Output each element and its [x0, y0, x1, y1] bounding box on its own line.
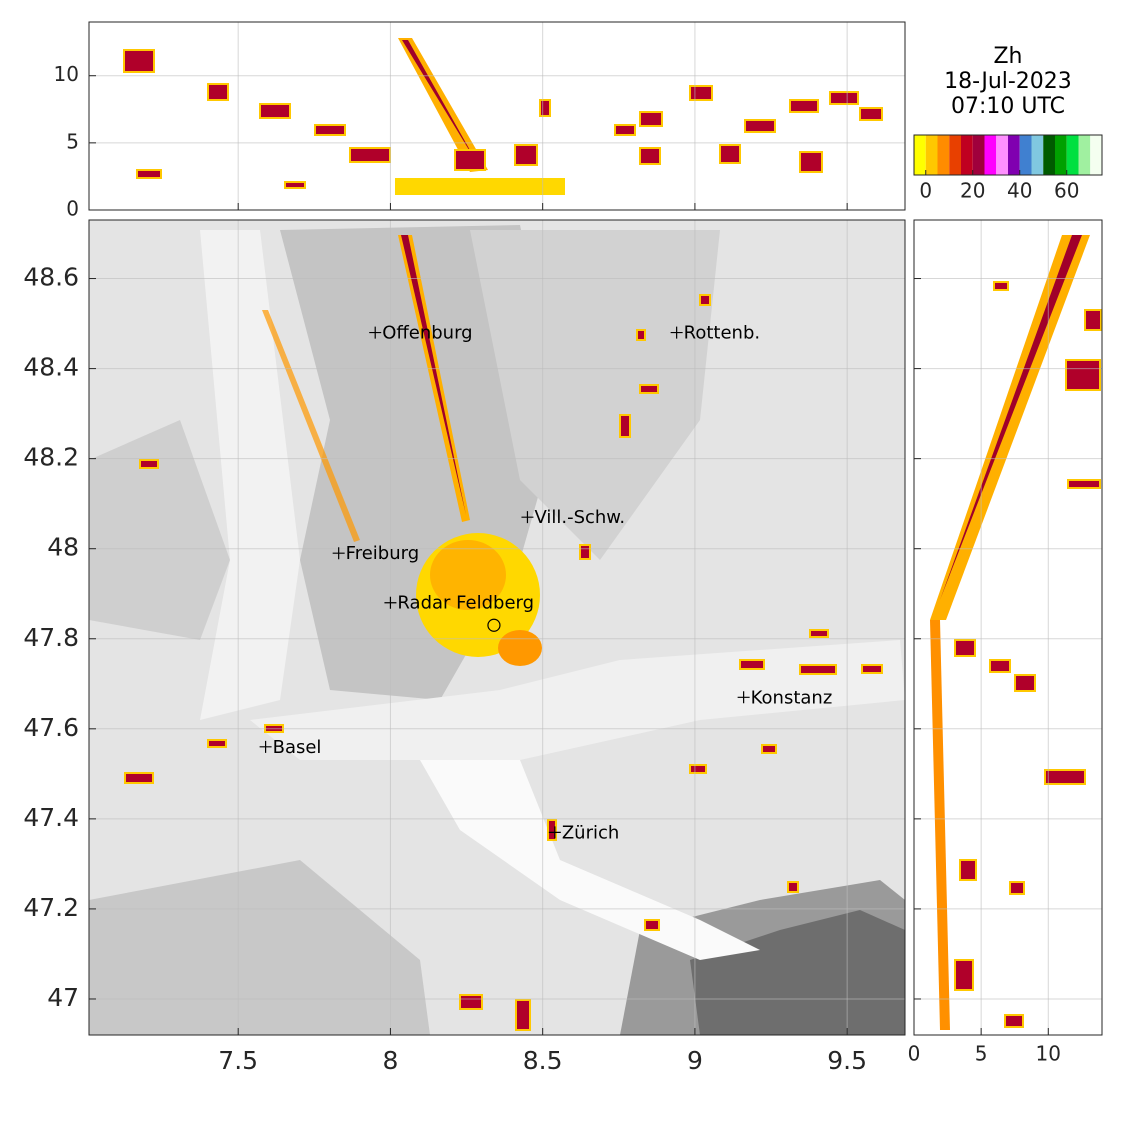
axes-frame	[88, 21, 906, 211]
panel-title: 07:10 UTC	[951, 94, 1065, 119]
y-tick-label: 47.6	[23, 713, 79, 742]
x-tick-label: 9.5	[827, 1046, 867, 1075]
city-label: Offenburg	[382, 323, 472, 344]
y-tick-label: 10	[54, 62, 79, 86]
y-tick-label: 48.4	[23, 353, 79, 382]
echo	[123, 38, 883, 195]
x-tick-label: 5	[975, 1042, 988, 1066]
colorbar-cell	[1031, 135, 1044, 175]
x-tick-label: 0	[908, 1042, 921, 1066]
city-label: Freiburg	[346, 543, 419, 564]
city-marker	[332, 547, 345, 560]
city-marker	[737, 691, 750, 704]
colorbar-cell	[937, 135, 950, 175]
colorbar-cell	[949, 135, 961, 175]
city-marker	[384, 596, 397, 609]
city-label: Vill.-Schw.	[534, 507, 625, 528]
colorbar-cell	[984, 135, 997, 175]
city-label: Radar Feldberg	[397, 593, 534, 614]
y-tick-label: 48.2	[23, 443, 79, 472]
city-marker	[670, 326, 683, 339]
panel-title: 18-Jul-2023	[944, 69, 1072, 94]
colorbar-cell	[961, 135, 973, 175]
x-tick-label: 7.5	[218, 1046, 258, 1075]
city-marker	[548, 826, 561, 839]
colorbar-tick-label: 0	[919, 179, 932, 203]
colorbar-cell	[1090, 135, 1102, 175]
colorbar-tick-label: 40	[1007, 179, 1032, 203]
city-label: Konstanz	[751, 687, 833, 708]
city-marker	[521, 511, 534, 524]
echo	[930, 235, 1102, 1030]
colorbar-cell	[1019, 135, 1032, 175]
panel-title: Zh	[993, 44, 1022, 69]
y-tick-label: 48	[47, 533, 79, 562]
y-tick-label: 47.4	[23, 803, 79, 832]
x-tick-label: 9	[687, 1046, 703, 1075]
y-tick-label: 0	[66, 197, 79, 221]
city-label: Rottenb.	[684, 323, 760, 344]
colorbar-frame	[913, 134, 1103, 176]
x-tick-label: 10	[1036, 1042, 1061, 1066]
colorbar-cell	[1066, 135, 1079, 175]
colorbar-cell	[996, 135, 1008, 175]
city-marker	[259, 740, 272, 753]
axes-frame	[88, 219, 906, 1036]
colorbar-cell	[1043, 135, 1055, 175]
colorbar-cell	[1008, 135, 1020, 175]
y-tick-label: 47.2	[23, 893, 79, 922]
radar-site	[487, 618, 501, 632]
city-marker	[369, 326, 382, 339]
colorbar-tick-label: 20	[960, 179, 985, 203]
colorbar-cell	[1078, 135, 1091, 175]
y-tick-label: 47	[47, 983, 79, 1012]
colorbar-tick-label: 60	[1054, 179, 1079, 203]
colorbar-cell	[925, 135, 938, 175]
y-tick-label: 47.8	[23, 623, 79, 652]
x-tick-label: 8.5	[523, 1046, 563, 1075]
y-tick-label: 5	[66, 129, 79, 153]
axes-frame	[913, 219, 1103, 1036]
city-label: Basel	[273, 737, 322, 758]
colorbar-cell	[914, 135, 926, 175]
city-label: Zürich	[562, 822, 619, 843]
y-tick-label: 48.6	[23, 263, 79, 292]
colorbar-cell	[972, 135, 985, 175]
x-tick-label: 8	[382, 1046, 398, 1075]
colorbar-cell	[1055, 135, 1067, 175]
